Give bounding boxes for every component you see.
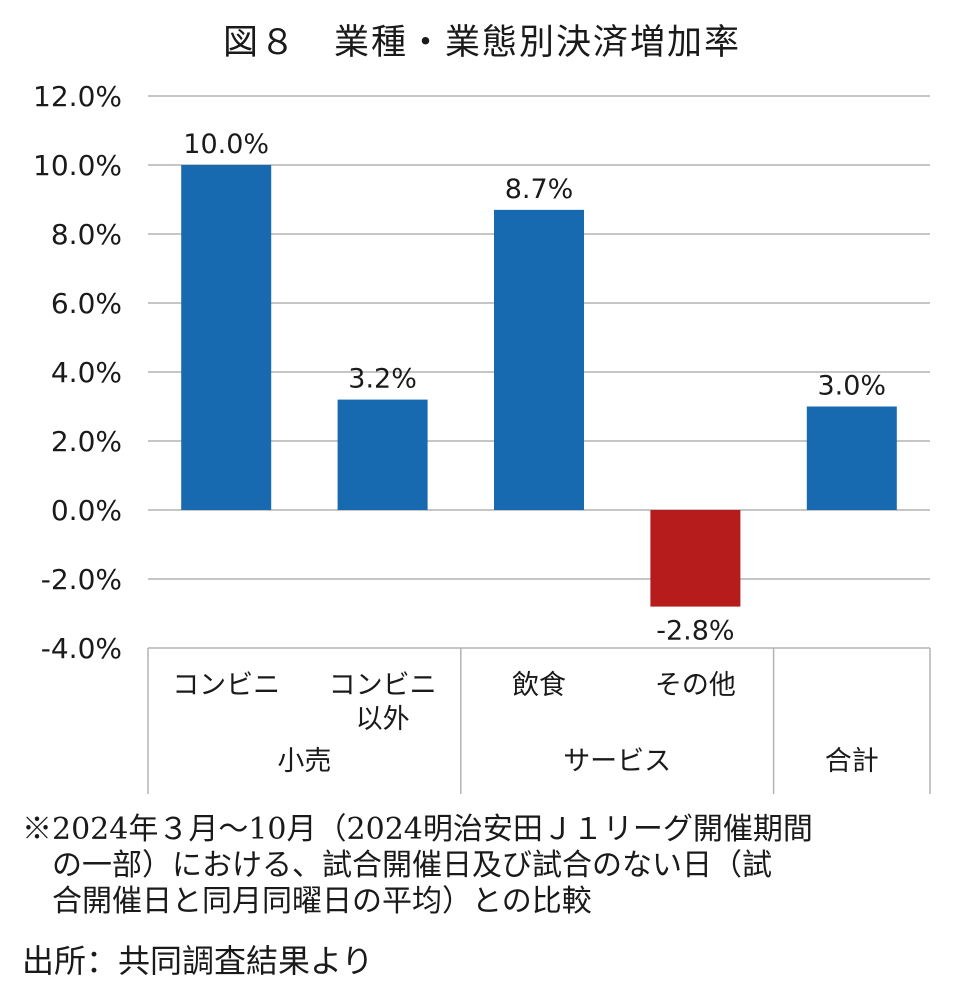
- data-label: 10.0%: [183, 129, 269, 160]
- category-label: コンビニ: [329, 670, 437, 701]
- footnote-line: の一部）における、試合開催日及び試合のない日（試: [52, 848, 772, 883]
- y-tick-label: 6.0%: [51, 287, 122, 320]
- data-label: 8.7%: [505, 174, 574, 205]
- category-label: コンビニ: [172, 670, 280, 701]
- bar-chart: 12.0% 10.0% 8.0% 6.0% 4.0% 2.0% 0.0% -2.0% -4.0%…: [33, 80, 931, 794]
- category-label: 以外: [356, 704, 410, 735]
- y-tick-label: -2.0%: [41, 563, 122, 596]
- group-label: 小売: [277, 746, 331, 777]
- chart-title: 図８ 業種・業態別決済増加率: [222, 23, 741, 63]
- footnote-line: ※2024年３月～10月（2024明治安田Ｊ１リーグ開催期間: [22, 812, 813, 847]
- y-tick-label: 8.0%: [51, 218, 122, 251]
- bar: [494, 209, 584, 510]
- y-tick-label: 0.0%: [51, 494, 122, 527]
- y-tick-label: 4.0%: [51, 356, 122, 389]
- bar: [806, 406, 897, 510]
- footnote-line: 合開催日と同月同曜日の平均）との比較: [52, 884, 592, 919]
- data-label: 3.0%: [817, 371, 886, 402]
- bar: [337, 399, 428, 510]
- y-tick-label: 2.0%: [51, 425, 122, 458]
- footnote: ※2024年３月～10月（2024明治安田Ｊ１リーグ開催期間 の一部）における、…: [22, 812, 952, 920]
- group-label: サービス: [563, 746, 671, 777]
- bar: [650, 510, 741, 607]
- bar: [181, 165, 272, 510]
- data-label: -2.8%: [656, 616, 734, 647]
- category-label: 飲食: [512, 670, 566, 701]
- y-tick-label: 12.0%: [33, 80, 122, 113]
- source-note: 出所：共同調査結果より: [22, 942, 374, 980]
- y-tick-label: -4.0%: [41, 632, 122, 665]
- data-label: 3.2%: [348, 364, 417, 395]
- y-tick-label: 10.0%: [33, 149, 122, 182]
- category-label: その他: [655, 670, 736, 701]
- group-label: 合計: [825, 746, 879, 777]
